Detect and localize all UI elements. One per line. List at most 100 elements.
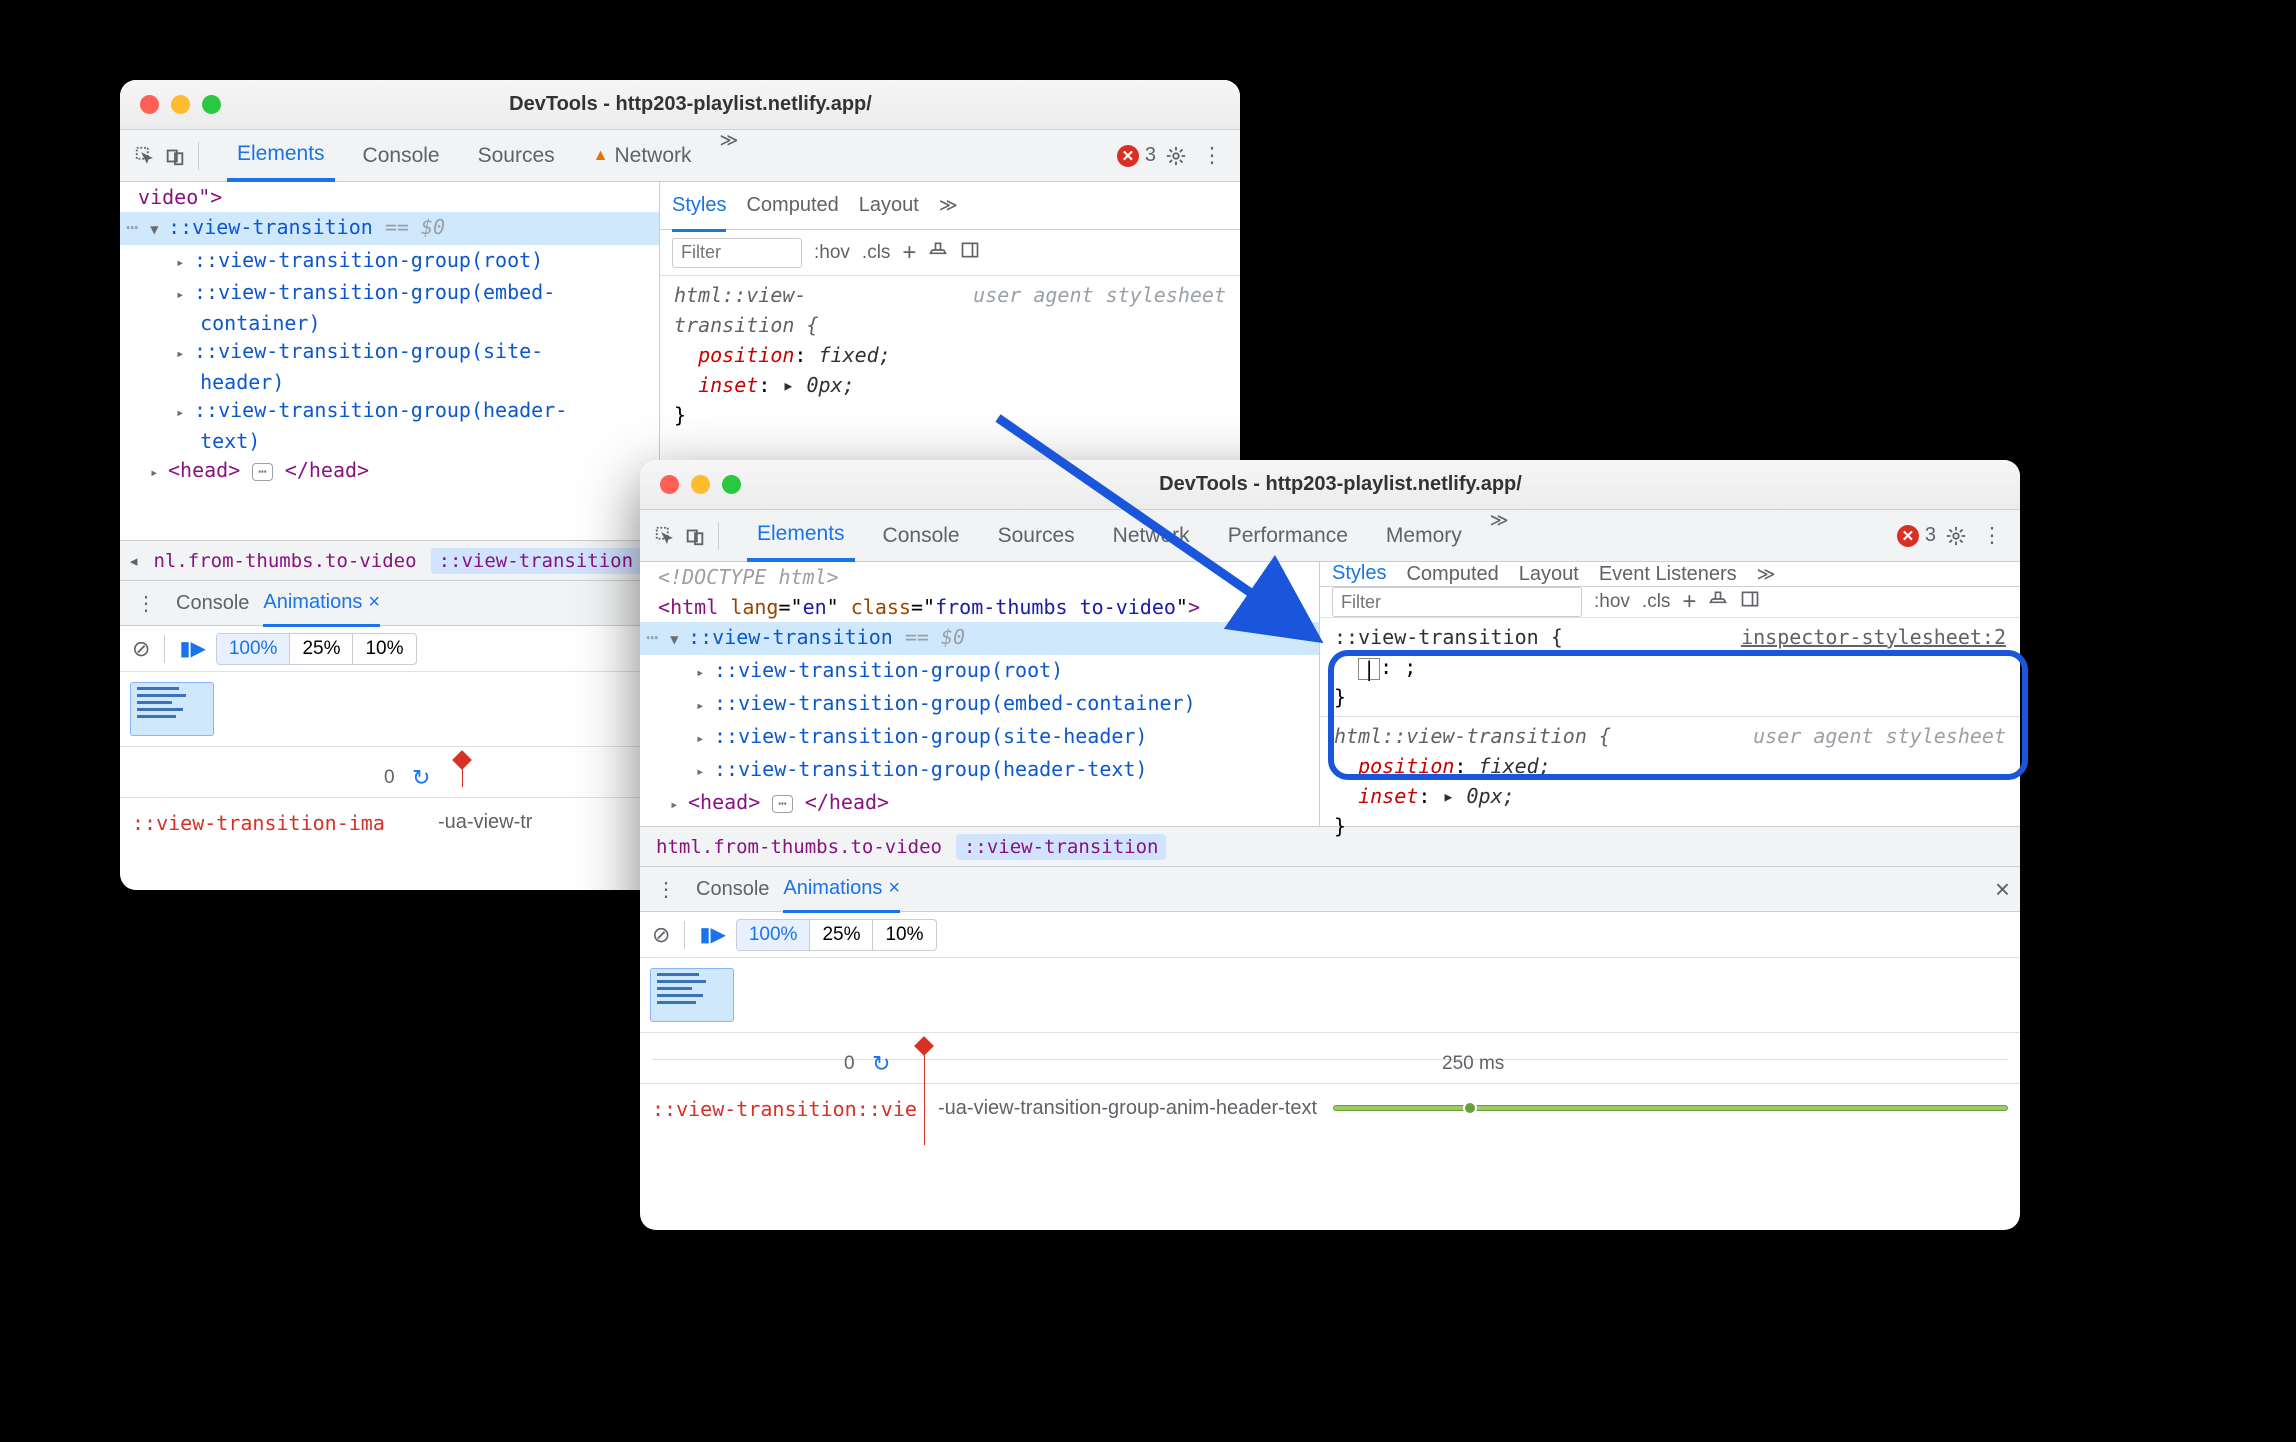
animation-row[interactable]: ::view-transition::vie -ua-view-transiti… bbox=[640, 1083, 2020, 1133]
tab-sources[interactable]: Sources bbox=[468, 130, 565, 182]
zoom-icon[interactable] bbox=[722, 475, 741, 494]
more-tabs-icon[interactable]: ≫ bbox=[1490, 510, 1509, 562]
dom-group[interactable]: ▸::view-transition-group(embed- containe… bbox=[120, 278, 659, 337]
dom-tree[interactable]: video"> ⋯ ▼::view-transition == $0 ▸::vi… bbox=[120, 182, 660, 540]
hov-button[interactable]: :hov bbox=[1594, 591, 1630, 613]
brush-icon[interactable] bbox=[1708, 589, 1728, 615]
animation-thumbnail[interactable] bbox=[130, 682, 214, 736]
close-icon[interactable] bbox=[660, 475, 679, 494]
drawer-more-icon[interactable]: ⋮ bbox=[130, 587, 162, 619]
tab-layout[interactable]: Layout bbox=[1519, 563, 1579, 586]
minimize-icon[interactable] bbox=[691, 475, 710, 494]
filter-input[interactable] bbox=[1332, 587, 1582, 617]
speed-25[interactable]: 25% bbox=[810, 920, 873, 950]
tab-memory[interactable]: Memory bbox=[1376, 510, 1472, 562]
tab-performance[interactable]: Performance bbox=[1218, 510, 1358, 562]
drawer-more-icon[interactable]: ⋮ bbox=[650, 873, 682, 905]
drawer-tab-animations[interactable]: Animations× bbox=[263, 591, 380, 627]
clear-icon[interactable]: ⊘ bbox=[132, 636, 150, 662]
tab-layout[interactable]: Layout bbox=[859, 194, 919, 217]
tab-network[interactable]: Network bbox=[583, 130, 702, 182]
animation-track[interactable] bbox=[1333, 1105, 2008, 1113]
style-rule-ua[interactable]: user agent stylesheet html::view-transit… bbox=[1320, 717, 2020, 845]
more-tabs-icon[interactable]: ≫ bbox=[720, 130, 739, 182]
toggle-pane-icon[interactable] bbox=[1740, 589, 1760, 615]
tab-computed[interactable]: Computed bbox=[746, 194, 838, 217]
error-counter[interactable]: ✕3 bbox=[1897, 524, 1936, 547]
rule-source-link[interactable]: inspector-stylesheet:2 bbox=[1741, 622, 2006, 652]
speed-10[interactable]: 10% bbox=[353, 634, 415, 664]
tab-event-listeners[interactable]: Event Listeners bbox=[1599, 563, 1737, 586]
timeline-ruler[interactable]: 0 ↻ 250 ms bbox=[652, 1033, 2008, 1083]
dom-selected[interactable]: ⋯ ▼::view-transition == $0 bbox=[640, 622, 1319, 655]
dom-group[interactable]: ▸::view-transition-group(root) bbox=[640, 655, 1319, 688]
crumb-item-active[interactable]: ::view-transition bbox=[431, 548, 641, 574]
more-tabs-icon[interactable]: ≫ bbox=[1757, 564, 1776, 585]
style-rule[interactable]: user agent stylesheet html::view-transit… bbox=[660, 276, 1240, 434]
animation-thumbnail[interactable] bbox=[650, 968, 734, 1022]
dom-body[interactable]: ▸<body> bbox=[640, 820, 1319, 826]
tab-sources[interactable]: Sources bbox=[988, 510, 1085, 562]
more-icon[interactable]: ⋮ bbox=[1196, 140, 1228, 172]
speed-25[interactable]: 25% bbox=[290, 634, 353, 664]
add-rule-icon[interactable]: + bbox=[902, 239, 916, 267]
tab-elements[interactable]: Elements bbox=[747, 510, 855, 562]
dom-group[interactable]: ▸::view-transition-group(header- text) bbox=[120, 396, 659, 455]
tab-console[interactable]: Console bbox=[873, 510, 970, 562]
toggle-pane-icon[interactable] bbox=[960, 240, 980, 266]
tab-styles[interactable]: Styles bbox=[672, 194, 726, 232]
close-icon[interactable]: × bbox=[888, 877, 900, 900]
clear-icon[interactable]: ⊘ bbox=[652, 922, 670, 948]
more-icon[interactable]: ⋮ bbox=[1976, 520, 2008, 552]
filter-input[interactable] bbox=[672, 238, 802, 268]
more-tabs-icon[interactable]: ≫ bbox=[939, 195, 958, 216]
reload-icon[interactable]: ↻ bbox=[412, 765, 430, 791]
settings-icon[interactable] bbox=[1940, 520, 1972, 552]
dom-html[interactable]: <html lang="en" class="from-thumbs to-vi… bbox=[640, 592, 1319, 622]
drawer-tab-console[interactable]: Console bbox=[176, 592, 249, 615]
crumb-item[interactable]: html.from-thumbs.to-video bbox=[648, 834, 950, 860]
play-icon[interactable]: ▮▶ bbox=[179, 636, 205, 661]
tab-network[interactable]: Network bbox=[1103, 510, 1200, 562]
tab-computed[interactable]: Computed bbox=[1406, 563, 1498, 586]
cls-button[interactable]: .cls bbox=[862, 242, 891, 264]
device-icon[interactable] bbox=[682, 523, 708, 549]
reload-icon[interactable]: ↻ bbox=[872, 1051, 890, 1077]
dom-group[interactable]: ▸::view-transition-group(site-header) bbox=[640, 721, 1319, 754]
property-edit-box[interactable]: | bbox=[1358, 658, 1380, 680]
settings-icon[interactable] bbox=[1160, 140, 1192, 172]
style-rule-new[interactable]: inspector-stylesheet:2 ::view-transition… bbox=[1320, 618, 2020, 717]
close-icon[interactable] bbox=[140, 95, 159, 114]
speed-100[interactable]: 100% bbox=[737, 920, 811, 950]
inspect-icon[interactable] bbox=[652, 523, 678, 549]
tab-console[interactable]: Console bbox=[353, 130, 450, 182]
dom-group[interactable]: ▸::view-transition-group(site- header) bbox=[120, 337, 659, 396]
zoom-icon[interactable] bbox=[202, 95, 221, 114]
drawer-tab-console[interactable]: Console bbox=[696, 878, 769, 901]
dom-tree[interactable]: <!DOCTYPE html> <html lang="en" class="f… bbox=[640, 562, 1320, 826]
device-icon[interactable] bbox=[162, 143, 188, 169]
dom-group[interactable]: ▸::view-transition-group(header-text) bbox=[640, 754, 1319, 787]
play-icon[interactable]: ▮▶ bbox=[699, 922, 725, 947]
dom-head[interactable]: ▸<head> ⋯ </head> bbox=[640, 787, 1319, 820]
speed-10[interactable]: 10% bbox=[873, 920, 935, 950]
tab-elements[interactable]: Elements bbox=[227, 130, 335, 182]
hov-button[interactable]: :hov bbox=[814, 242, 850, 264]
crumb-item-active[interactable]: ::view-transition bbox=[956, 834, 1166, 860]
dom-selected[interactable]: ⋯ ▼::view-transition == $0 bbox=[120, 212, 659, 245]
dom-group[interactable]: ▸::view-transition-group(root) bbox=[120, 245, 659, 278]
add-rule-icon[interactable]: + bbox=[1682, 588, 1696, 616]
minimize-icon[interactable] bbox=[171, 95, 190, 114]
dom-head[interactable]: ▸<head> ⋯ </head> bbox=[120, 455, 659, 488]
close-icon[interactable]: × bbox=[368, 591, 380, 614]
error-counter[interactable]: ✕3 bbox=[1117, 144, 1156, 167]
drawer-tab-animations[interactable]: Animations× bbox=[783, 877, 900, 913]
crumb-scroll-left[interactable]: ◂ bbox=[128, 550, 139, 572]
brush-icon[interactable] bbox=[928, 240, 948, 266]
dom-group[interactable]: ▸::view-transition-group(embed-container… bbox=[640, 688, 1319, 721]
drawer-close-icon[interactable]: × bbox=[1995, 874, 2010, 905]
crumb-item[interactable]: nl.from-thumbs.to-video bbox=[145, 548, 424, 574]
inspect-icon[interactable] bbox=[132, 143, 158, 169]
cls-button[interactable]: .cls bbox=[1642, 591, 1671, 613]
speed-100[interactable]: 100% bbox=[217, 634, 291, 664]
